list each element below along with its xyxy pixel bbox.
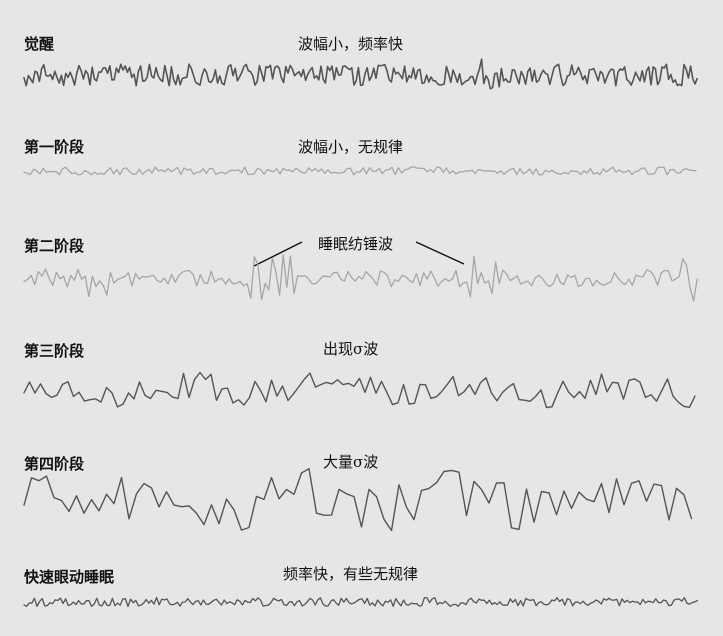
- trace-awake: [23, 58, 699, 90]
- stage-desc-stage1: 波幅小，无规律: [298, 138, 404, 156]
- spindle-pointer-right: [415, 241, 465, 265]
- stage-label-stage4: 第四阶段: [24, 455, 85, 473]
- stage-desc-stage2: 睡眠纺锤波: [318, 235, 394, 253]
- trace-stage2: [23, 254, 698, 302]
- stage-desc-rem: 频率快，有些无规律: [283, 565, 419, 583]
- stage-desc-awake: 波幅小，频率快: [298, 35, 404, 53]
- stage-label-stage2: 第二阶段: [24, 237, 85, 255]
- trace-rem: [23, 596, 699, 608]
- trace-stage3: [23, 371, 696, 409]
- spindle-pointer-left: [253, 241, 303, 267]
- stage-label-stage1: 第一阶段: [24, 138, 85, 156]
- stage-label-rem: 快速眼动睡眠: [24, 568, 115, 586]
- stage-desc-stage4: 大量σ波: [323, 453, 379, 471]
- stage-label-awake: 觉醒: [24, 35, 55, 53]
- stage-label-stage3: 第三阶段: [24, 342, 85, 360]
- trace-stage4: [23, 468, 693, 532]
- stage-desc-stage3: 出现σ波: [323, 340, 379, 358]
- trace-stage1: [23, 166, 697, 176]
